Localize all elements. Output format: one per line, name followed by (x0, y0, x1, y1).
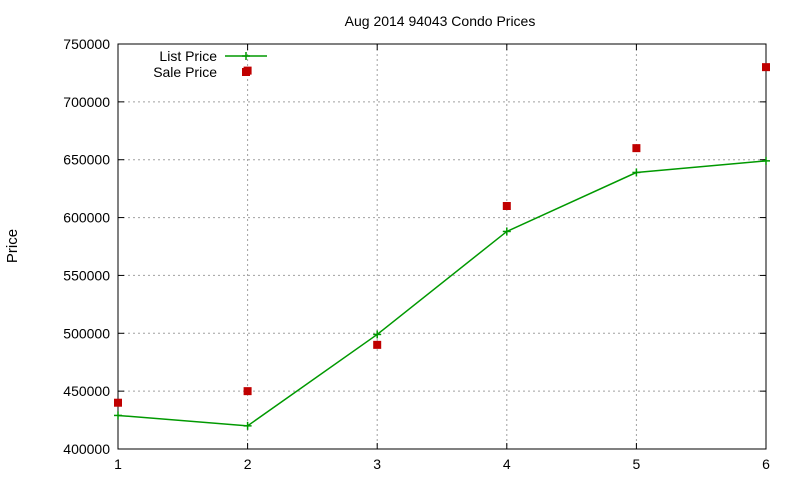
data-point (114, 398, 122, 407)
data-point (502, 202, 511, 210)
legend-swatch-marker (242, 52, 250, 60)
data-point (632, 168, 641, 177)
plot-border (117, 43, 767, 450)
x-tick-label: 1 (114, 456, 122, 472)
legend-swatch-marker (242, 68, 250, 76)
y-tick-label: 750000 (63, 36, 110, 52)
y-tick-label: 650000 (63, 152, 110, 168)
series-sale-price (114, 63, 770, 407)
x-tick-label: 4 (503, 456, 511, 472)
series-list-price (114, 156, 770, 430)
series-line (117, 160, 767, 427)
x-tick-label: 3 (373, 456, 381, 472)
plot-frame (117, 43, 767, 450)
legend-label: Sale Price (153, 64, 217, 80)
y-tick-label: 450000 (63, 383, 110, 399)
series (114, 63, 770, 430)
data-point (373, 330, 382, 339)
x-tick-label: 2 (244, 456, 252, 472)
data-point (373, 340, 382, 349)
data-point (243, 421, 252, 430)
y-tick-label: 500000 (63, 325, 110, 341)
data-point (114, 411, 122, 420)
y-axis-label: Price (4, 229, 21, 263)
y-tick-label: 600000 (63, 210, 110, 226)
y-tick-label: 550000 (63, 267, 110, 283)
data-point (762, 156, 770, 165)
x-tick-label: 6 (762, 456, 770, 472)
legend-label: List Price (159, 48, 217, 64)
data-point (632, 144, 641, 153)
axis-ticks: 1 2 3 4 5 6 400000 450000 500000 550000 600000 6500… (63, 36, 770, 472)
data-point (502, 227, 511, 236)
data-point (243, 387, 252, 396)
y-tick-label: 700000 (63, 94, 110, 110)
data-point (762, 63, 770, 72)
y-tick-label: 400000 (63, 441, 110, 457)
grid (118, 44, 766, 449)
chart-title: Aug 2014 94043 Condo Prices (345, 13, 536, 29)
x-tick-label: 5 (633, 456, 641, 472)
